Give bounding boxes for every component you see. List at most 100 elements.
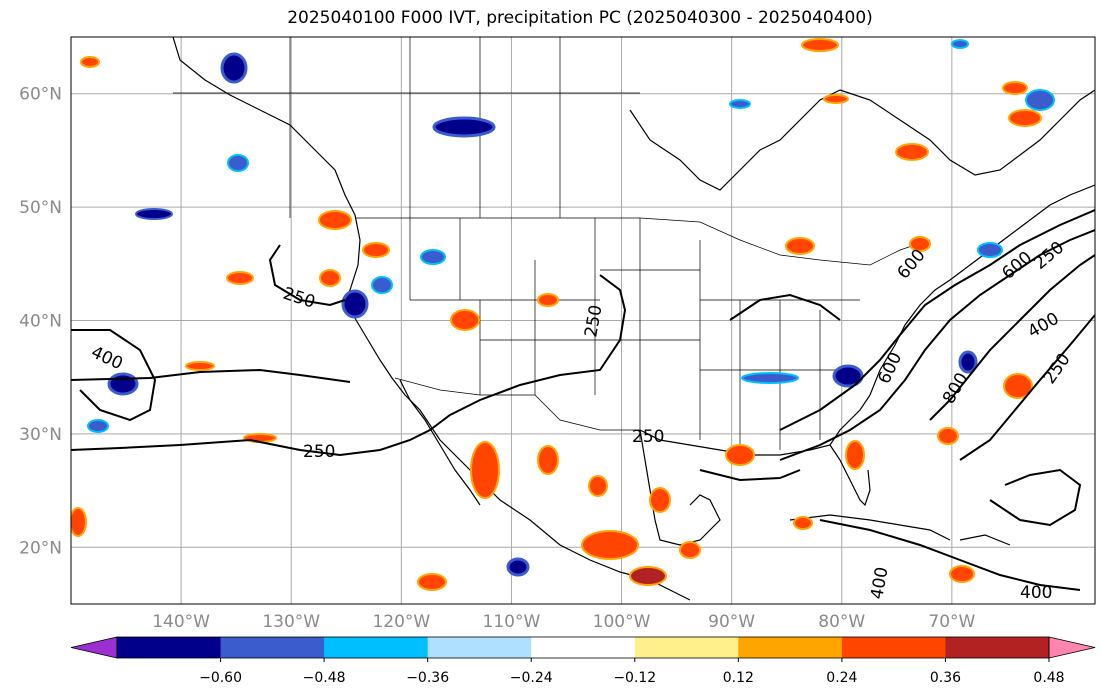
- coastline-hudson: [629, 89, 841, 191]
- ivt-contour-east-1: [779, 229, 1095, 461]
- precip-pos-blob: [845, 440, 865, 470]
- latitude-tick-label: 30°N: [19, 425, 62, 445]
- colorbar-tick-label: 0.12: [723, 670, 754, 686]
- border-us-canada: [355, 217, 931, 266]
- colorbar-tick-label: 0.24: [826, 670, 857, 686]
- precip-neg-blob: [741, 372, 799, 384]
- precip-pos-blob: [801, 38, 839, 52]
- precip-neg-blob: [420, 249, 446, 265]
- ivt-contour-label: 250: [303, 442, 335, 462]
- colorbar-segment: [945, 637, 1050, 658]
- precip-pos-blob: [823, 94, 849, 104]
- coastline-hispaniola: [959, 534, 1011, 546]
- colorbar-tick-label: −0.36: [406, 670, 449, 686]
- precip-neg-blob: [958, 350, 978, 374]
- colorbar-extend-low: [70, 636, 118, 659]
- precip-pos-blob: [909, 236, 931, 252]
- coastline-gulf: [639, 394, 871, 456]
- precip-pos-blob: [793, 516, 813, 530]
- coastline-cuba: [789, 514, 951, 541]
- map-frame: [70, 36, 1096, 605]
- precip-pos-blob: [470, 441, 500, 499]
- precip-pos-blob: [937, 427, 959, 445]
- precip-pos-blob: [1003, 373, 1033, 399]
- precip-neg-blob: [227, 154, 249, 172]
- precip-pos-blob: [588, 475, 608, 497]
- precip-pos-blob: [319, 269, 341, 287]
- colorbar-tick-label: 0.36: [930, 670, 961, 686]
- colorbar-segment: [738, 637, 843, 658]
- colorbar-segment: [841, 637, 946, 658]
- longitude-tick-label: 110°W: [483, 612, 541, 632]
- longitude-tick-label: 80°W: [818, 612, 865, 632]
- colorbar-tick-label: −0.60: [199, 670, 242, 686]
- precip-neg-blob: [832, 364, 864, 388]
- ivt-contour-label: 250: [632, 427, 664, 447]
- longitude-tick-label: 70°W: [928, 612, 975, 632]
- precip-pos-blob: [71, 507, 87, 537]
- precip-positive-anomalies: [71, 38, 1042, 591]
- precip-neg-blob: [1025, 89, 1055, 111]
- colorbar-segment: [427, 637, 532, 658]
- precip-pos-blob: [80, 56, 100, 68]
- ivt-contour-great-lakes: [729, 293, 841, 321]
- precip-pos-blob: [417, 573, 447, 591]
- precip-neg-blob: [977, 242, 1003, 258]
- ivt-contour-atlantic-loop: [989, 468, 1082, 527]
- precip-neg-blob: [951, 39, 969, 49]
- ivt-contour-caribbean: [819, 519, 1081, 591]
- coastline-east: [869, 184, 1095, 396]
- latitude-tick-label: 50°N: [19, 198, 62, 218]
- precip-pos-blob: [362, 242, 390, 258]
- precip-neg-blob: [432, 116, 496, 138]
- colorbar-segment: [531, 637, 636, 658]
- longitude-tick-label: 100°W: [593, 612, 651, 632]
- coastline-baja: [399, 379, 481, 506]
- colorbar-tick-label: −0.24: [510, 670, 553, 686]
- latitude-labels: 20°N 30°N 40°N 50°N 60°N: [19, 85, 62, 559]
- precip-pos-blob: [785, 237, 815, 255]
- latitude-tick-label: 40°N: [19, 312, 62, 332]
- colorbar: −0.60 −0.48 −0.36 −0.24 −0.12 0.12 0.24 0.36 0.4…: [70, 636, 1096, 686]
- precip-pos-blob: [1002, 81, 1028, 95]
- ivt-contours: [71, 209, 1095, 591]
- precip-neg-blob: [506, 557, 530, 577]
- precip-pos-blob: [1008, 109, 1042, 127]
- colorbar-tick-label: 0.48: [1033, 670, 1064, 686]
- political-borders: [173, 37, 931, 450]
- precip-pos-blob: [226, 271, 254, 285]
- ivt-contour-400-west: [71, 329, 157, 422]
- ivt-contour-gulf: [699, 469, 801, 482]
- longitude-tick-label: 90°W: [708, 612, 755, 632]
- latitude-tick-label: 20°N: [19, 538, 62, 558]
- precip-pos-blob: [649, 487, 671, 513]
- precip-neg-blob: [371, 276, 393, 294]
- colorbar-segment: [220, 637, 325, 658]
- colorbar-extend-high: [1048, 636, 1096, 659]
- precip-pos-blob: [629, 566, 667, 586]
- coastlines: [172, 37, 1095, 601]
- precip-pos-blob: [318, 210, 352, 230]
- precip-pos-blob: [450, 309, 480, 331]
- precip-pos-blob: [537, 445, 559, 475]
- precip-pos-blob: [895, 143, 929, 161]
- map-title: 2025040100 F000 IVT, precipitation PC (2…: [287, 8, 873, 28]
- precip-pos-blob: [581, 530, 639, 560]
- ivt-contour-east-3: [929, 254, 1095, 421]
- precip-neg-blob: [87, 419, 109, 433]
- colorbar-segment: [117, 637, 222, 658]
- coastline-west: [172, 37, 691, 601]
- ivt-contour-east-2: [779, 209, 1095, 431]
- precip-neg-blob: [220, 52, 248, 84]
- longitude-tick-label: 120°W: [372, 612, 430, 632]
- longitude-tick-label: 130°W: [262, 612, 320, 632]
- coastline-florida: [829, 444, 871, 507]
- precip-neg-blob: [341, 289, 369, 319]
- colorbar-tick-label: −0.12: [613, 670, 656, 686]
- precip-pos-blob: [679, 541, 701, 559]
- ivt-contour-400-west2: [71, 368, 351, 383]
- colorbar-segment: [324, 637, 429, 658]
- longitude-tick-label: 140°W: [152, 612, 210, 632]
- ivt-contour-label: 400: [1020, 583, 1052, 603]
